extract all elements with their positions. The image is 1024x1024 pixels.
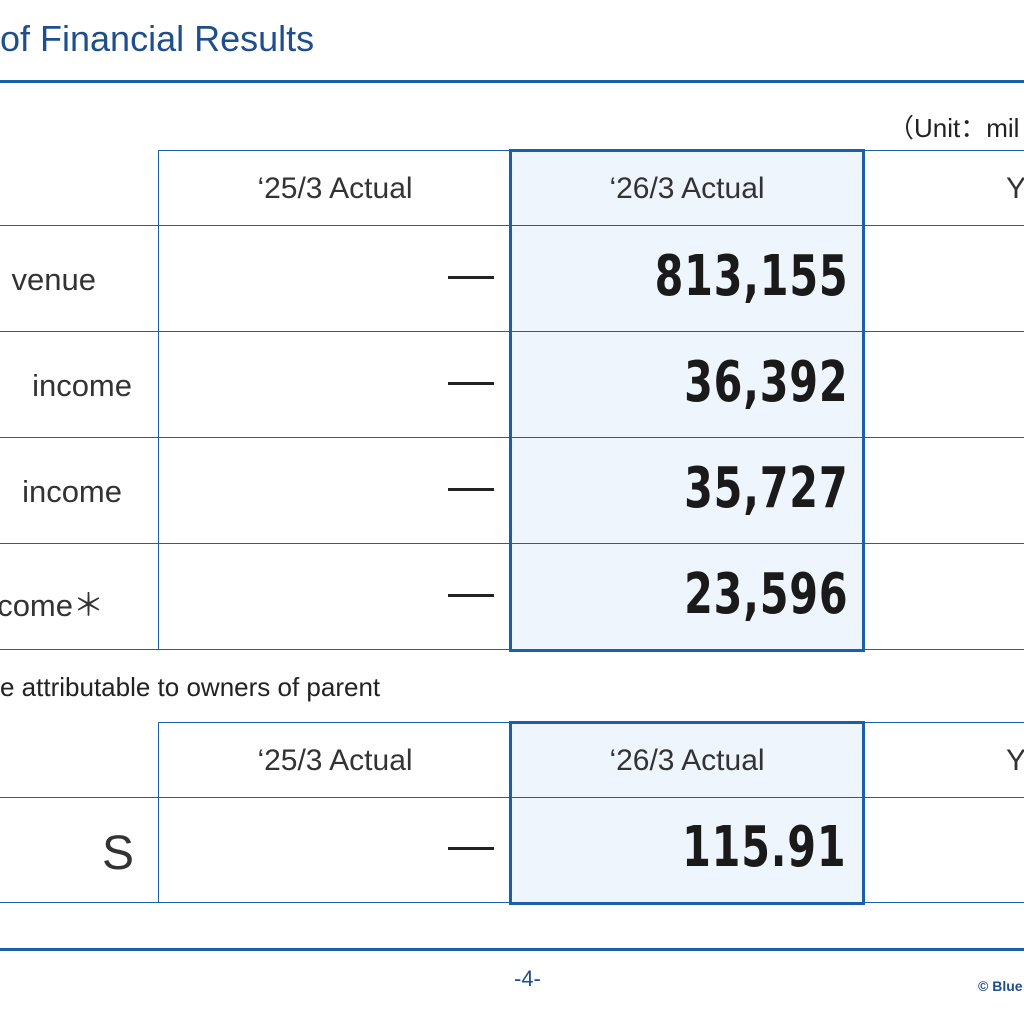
row-label: income — [22, 474, 122, 509]
curr-value: 23,596 — [683, 562, 848, 627]
current-year-column-highlight — [509, 149, 865, 652]
column-header-next: Y — [1006, 172, 1024, 205]
grid-line — [158, 150, 1024, 151]
footnote: e attributable to owners of parent — [0, 672, 381, 702]
row-label: come＊ — [0, 588, 104, 623]
prev-value-dash — [448, 382, 494, 385]
curr-value: 36,392 — [683, 350, 848, 415]
column-header-curr: ‘26/3 Actual — [609, 172, 765, 205]
grid-line — [0, 649, 1024, 650]
title-divider — [0, 80, 1024, 83]
grid-line — [0, 437, 1024, 438]
row-label: venue — [11, 262, 96, 297]
grid-line — [158, 150, 159, 650]
prev-value-dash — [448, 594, 494, 597]
curr-value: 813,155 — [654, 244, 848, 309]
row-label: income — [32, 368, 132, 403]
grid-line — [158, 722, 1024, 723]
grid-line — [0, 225, 1024, 226]
curr-value: 115.91 — [681, 815, 846, 880]
grid-line — [158, 722, 159, 903]
column-header-prev: ‘25/3 Actual — [257, 172, 413, 205]
column-header-curr: ‘26/3 Actual — [609, 744, 765, 777]
column-header-prev: ‘25/3 Actual — [257, 744, 413, 777]
copyright: © Blue — [978, 978, 1023, 994]
grid-line — [0, 331, 1024, 332]
curr-value: 35,727 — [683, 456, 848, 521]
grid-line — [0, 543, 1024, 544]
grid-line — [0, 902, 1024, 903]
page-number: -4- — [514, 966, 541, 991]
unit-note: （Unit：mil — [888, 113, 1020, 143]
column-header-next: Y — [1006, 744, 1024, 777]
page-title: of Financial Results — [0, 18, 315, 59]
prev-value-dash — [448, 847, 494, 850]
grid-line — [0, 797, 1024, 798]
prev-value-dash — [448, 488, 494, 491]
footer-divider — [0, 948, 1024, 951]
row-label: S — [101, 827, 134, 880]
prev-value-dash — [448, 276, 494, 279]
